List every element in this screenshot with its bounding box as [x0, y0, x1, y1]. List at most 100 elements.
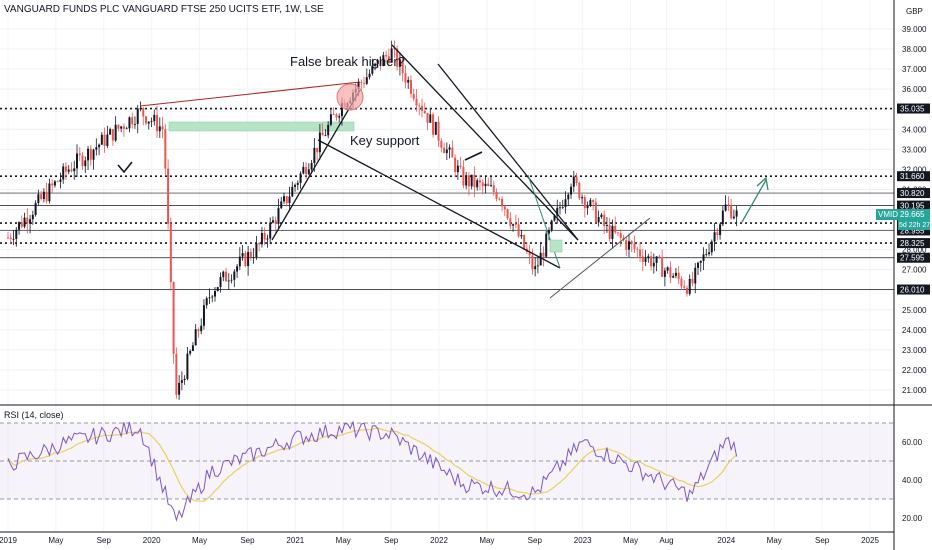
- candle-body: [401, 59, 404, 74]
- candle-body: [42, 191, 45, 200]
- candle-body: [62, 166, 65, 180]
- candle-body: [299, 173, 302, 183]
- time-axis[interactable]: 2019 May Sep 2020 May Sep 2021 May Sep 2022 May Sep…: [0, 536, 879, 545]
- candle-body: [735, 210, 738, 217]
- candle-body: [440, 140, 443, 148]
- candle-body: [589, 200, 592, 206]
- candle-body: [509, 218, 512, 226]
- candle-body: [131, 117, 134, 125]
- candle-body: [31, 214, 34, 220]
- candle-body: [244, 253, 247, 267]
- candle-body: [53, 181, 56, 186]
- level-badge-label: 35.035: [900, 105, 925, 114]
- candle-body: [559, 207, 561, 209]
- time-tick-label: May: [623, 536, 638, 545]
- candle-body: [451, 147, 454, 158]
- candle-body: [445, 149, 448, 154]
- candle-body: [269, 222, 272, 239]
- rsi-axis[interactable]: 60.00 40.00 20.00: [902, 438, 923, 523]
- candle-body: [542, 252, 545, 257]
- rsi-line: [7, 420, 738, 522]
- candle-body: [23, 217, 26, 227]
- key-support-label: Key support: [350, 133, 420, 148]
- candle-body: [109, 129, 112, 135]
- candle-body: [59, 179, 62, 182]
- candle-body: [556, 207, 559, 216]
- candle-body: [647, 256, 650, 259]
- candle-body: [625, 240, 628, 250]
- candle-body: [691, 278, 694, 284]
- candle-body: [603, 214, 606, 226]
- candle-body: [467, 175, 470, 187]
- candle-body: [167, 168, 170, 224]
- candle-body: [89, 148, 92, 160]
- last-price-value: 29.665: [900, 210, 925, 219]
- candle-body: [655, 256, 658, 263]
- candle-body: [332, 114, 335, 116]
- candle-body: [512, 224, 515, 226]
- candle-body: [26, 217, 29, 224]
- candle-body: [641, 256, 644, 262]
- trendline-falling-from-top: [391, 44, 579, 241]
- candle-body: [608, 225, 611, 239]
- time-tick-label: Sep: [528, 536, 543, 545]
- candle-body: [20, 222, 23, 227]
- candle-body: [208, 297, 211, 299]
- candle-body: [520, 235, 523, 237]
- last-price-symbol: VMID: [878, 210, 898, 219]
- level-badge: [897, 171, 930, 182]
- last-price-box: [898, 209, 930, 230]
- candle-body: [531, 255, 534, 270]
- candle-body: [153, 114, 156, 122]
- candle-body: [128, 117, 131, 129]
- candle-body: [545, 233, 548, 257]
- candle-body: [285, 196, 288, 204]
- candle-body: [186, 353, 189, 379]
- candle-body: [583, 197, 586, 209]
- candle-body: [363, 82, 366, 84]
- candle-body: [374, 63, 377, 66]
- level-badge: [897, 188, 930, 199]
- level-badge-label: 26.010: [900, 286, 925, 295]
- candle-body: [570, 186, 573, 195]
- grid: [0, 0, 894, 532]
- price-tick-label: 34.000: [902, 125, 927, 134]
- candle-body: [114, 124, 117, 141]
- level-badge-label: 31.660: [900, 172, 925, 181]
- candle-body: [313, 147, 316, 164]
- candle-body: [139, 107, 142, 109]
- candle-body: [390, 48, 393, 63]
- last-price-symbol-box: [876, 209, 898, 220]
- false-break-label: False break higher?: [290, 54, 405, 69]
- candle-body: [636, 248, 639, 250]
- candle-body: [578, 182, 581, 199]
- candle-body: [133, 123, 136, 125]
- candle-body: [247, 251, 250, 267]
- small-tick-mark: [117, 161, 133, 174]
- rsi-ma-line: [7, 427, 737, 503]
- price-tick-label: 38.000: [902, 45, 927, 54]
- candle-body: [103, 134, 106, 146]
- candle-body: [666, 267, 669, 271]
- trendline-lower: [317, 139, 561, 269]
- candle-body: [227, 280, 230, 282]
- candle-body: [357, 82, 360, 89]
- candle-body: [661, 257, 664, 277]
- candle-body: [465, 175, 468, 186]
- candle-body: [459, 165, 462, 167]
- candle-body: [470, 174, 473, 187]
- price-tick-label: 33.000: [902, 145, 927, 154]
- candle-body: [37, 194, 40, 204]
- candle-body: [34, 203, 37, 215]
- price-tick-label: 25.000: [902, 306, 927, 315]
- candle-body: [495, 192, 498, 199]
- green-wedge-line: [527, 174, 561, 269]
- candle-body: [732, 216, 735, 219]
- time-tick-label: May: [48, 536, 63, 545]
- false-break-circle: [336, 83, 364, 111]
- candle-body: [29, 219, 32, 224]
- candle-body: [252, 257, 255, 258]
- candle-body: [92, 149, 95, 160]
- rsi-pane: [0, 420, 894, 522]
